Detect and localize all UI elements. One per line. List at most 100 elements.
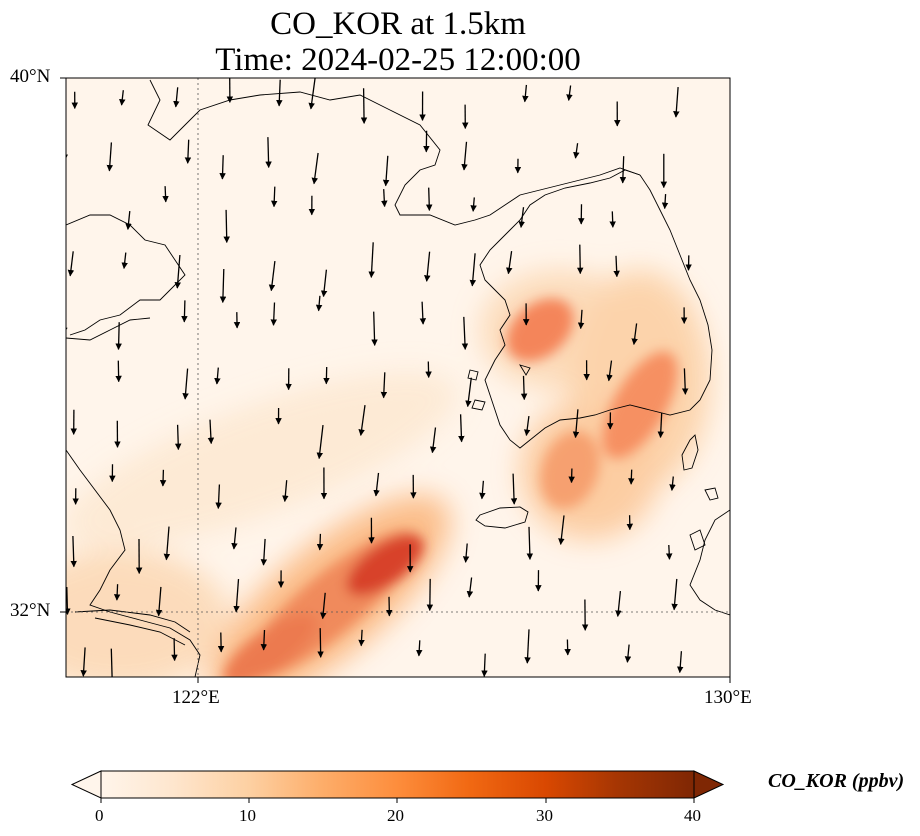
wind-arrow: [113, 584, 121, 601]
wind-arrow: [520, 375, 528, 401]
wind-arrow: [577, 309, 585, 330]
wind-arrow: [311, 152, 319, 185]
wind-arrow: [110, 648, 113, 677]
wind-arrow: [665, 544, 673, 560]
wind-arrow: [462, 543, 470, 563]
wind-arrow: [70, 535, 77, 568]
wind-arrow: [572, 409, 580, 439]
wind-arrow: [182, 368, 189, 400]
wind-arrow: [479, 480, 486, 500]
wind-arrow: [125, 211, 132, 230]
wind-arrow: [382, 155, 390, 187]
wind-arrow: [609, 211, 616, 228]
wind-arrow: [523, 416, 531, 437]
wind-arrow: [518, 207, 525, 228]
wind-arrow: [573, 143, 580, 159]
wind-arrow: [66, 154, 68, 162]
wind-arrow: [184, 139, 192, 164]
wind-arrow: [207, 419, 215, 445]
wind-arrow: [566, 85, 573, 101]
wind-arrow: [320, 592, 327, 620]
wind-arrow: [58, 190, 60, 219]
wind-arrow: [628, 469, 635, 485]
concentration-field: [58, 78, 730, 677]
axis-ticks: [60, 77, 731, 683]
wind-arrow: [681, 368, 689, 395]
wind-arrow: [461, 316, 469, 350]
wind-arrow: [429, 427, 437, 454]
wind-arrow: [316, 425, 324, 460]
wind-arrow: [522, 84, 529, 103]
colorbar-tick-0: 0: [95, 806, 104, 825]
wind-arrow: [270, 302, 278, 326]
wind-arrow: [260, 629, 268, 651]
wind-arrow: [469, 253, 477, 287]
wind-arrow: [174, 424, 182, 451]
wind-arrow: [558, 515, 565, 545]
wind-arrow: [162, 186, 169, 203]
wind-arrow: [67, 251, 75, 277]
wind-arrow: [265, 137, 272, 169]
wind-arrow: [214, 367, 221, 385]
wind-arrow: [316, 533, 324, 551]
wind-arrow: [163, 526, 171, 561]
wind-arrow: [371, 311, 378, 346]
wind-arrow: [115, 322, 122, 351]
wind-arrow: [219, 268, 227, 304]
wind-arrow: [315, 295, 323, 312]
wind-arrow: [613, 255, 620, 278]
wind-arrow: [576, 244, 584, 275]
wind-arrow: [373, 472, 380, 497]
wind-arrow: [615, 591, 622, 617]
wind-arrow: [219, 155, 226, 180]
map-title-line1: CO_KOR at 1.5km: [270, 6, 526, 42]
wind-arrow: [282, 480, 289, 503]
wind-arrow: [465, 377, 472, 408]
map-frame: [65, 77, 731, 678]
wind-arrow: [506, 251, 513, 275]
wind-arrow: [424, 251, 431, 282]
wind-arrow: [260, 538, 268, 566]
wind-arrow: [624, 644, 632, 663]
wind-arrow: [61, 372, 64, 397]
wind-arrow: [276, 79, 283, 107]
wind-arrow: [233, 579, 240, 613]
wind-arrow: [458, 414, 465, 443]
lon-tick-122e: 122°E: [172, 687, 220, 708]
wind-arrow: [380, 372, 388, 399]
wind-arrow: [673, 87, 680, 118]
wind-arrow: [159, 469, 167, 487]
wind-arrow: [631, 323, 638, 346]
wind-arrow: [358, 405, 366, 436]
wind-arrow: [470, 197, 477, 212]
wind-arrow: [119, 90, 126, 106]
wind-arrow: [66, 586, 71, 615]
wind-arrow: [466, 577, 474, 598]
wind-arrow: [106, 142, 114, 172]
lat-tick-40n: 40°N: [10, 66, 51, 87]
coastlines: [66, 79, 730, 677]
wind-arrow: [231, 527, 238, 550]
colorbar-tick-10: 10: [239, 806, 256, 825]
gridlines: [66, 78, 730, 677]
wind-arrow: [368, 242, 375, 278]
wind-arrow: [66, 314, 68, 334]
wind-arrow: [223, 209, 230, 244]
wind-arrow: [155, 586, 163, 617]
wind-arrow: [121, 252, 128, 270]
wind-arrow: [320, 269, 328, 298]
wind-arrow: [317, 628, 324, 658]
wind-arrow: [268, 261, 276, 292]
lon-tick-130e: 130°E: [704, 687, 752, 708]
wind-arrow: [671, 578, 678, 611]
wind-arrow: [174, 254, 181, 289]
colorbar: [70, 770, 725, 803]
wind-arrow: [381, 189, 388, 208]
wind-arrow: [619, 156, 627, 184]
wind-arrow: [215, 484, 222, 510]
wind-arrow: [171, 638, 178, 662]
wind-arrow: [481, 653, 488, 677]
wind-arrow: [676, 651, 684, 674]
wind-arrow: [419, 301, 427, 325]
